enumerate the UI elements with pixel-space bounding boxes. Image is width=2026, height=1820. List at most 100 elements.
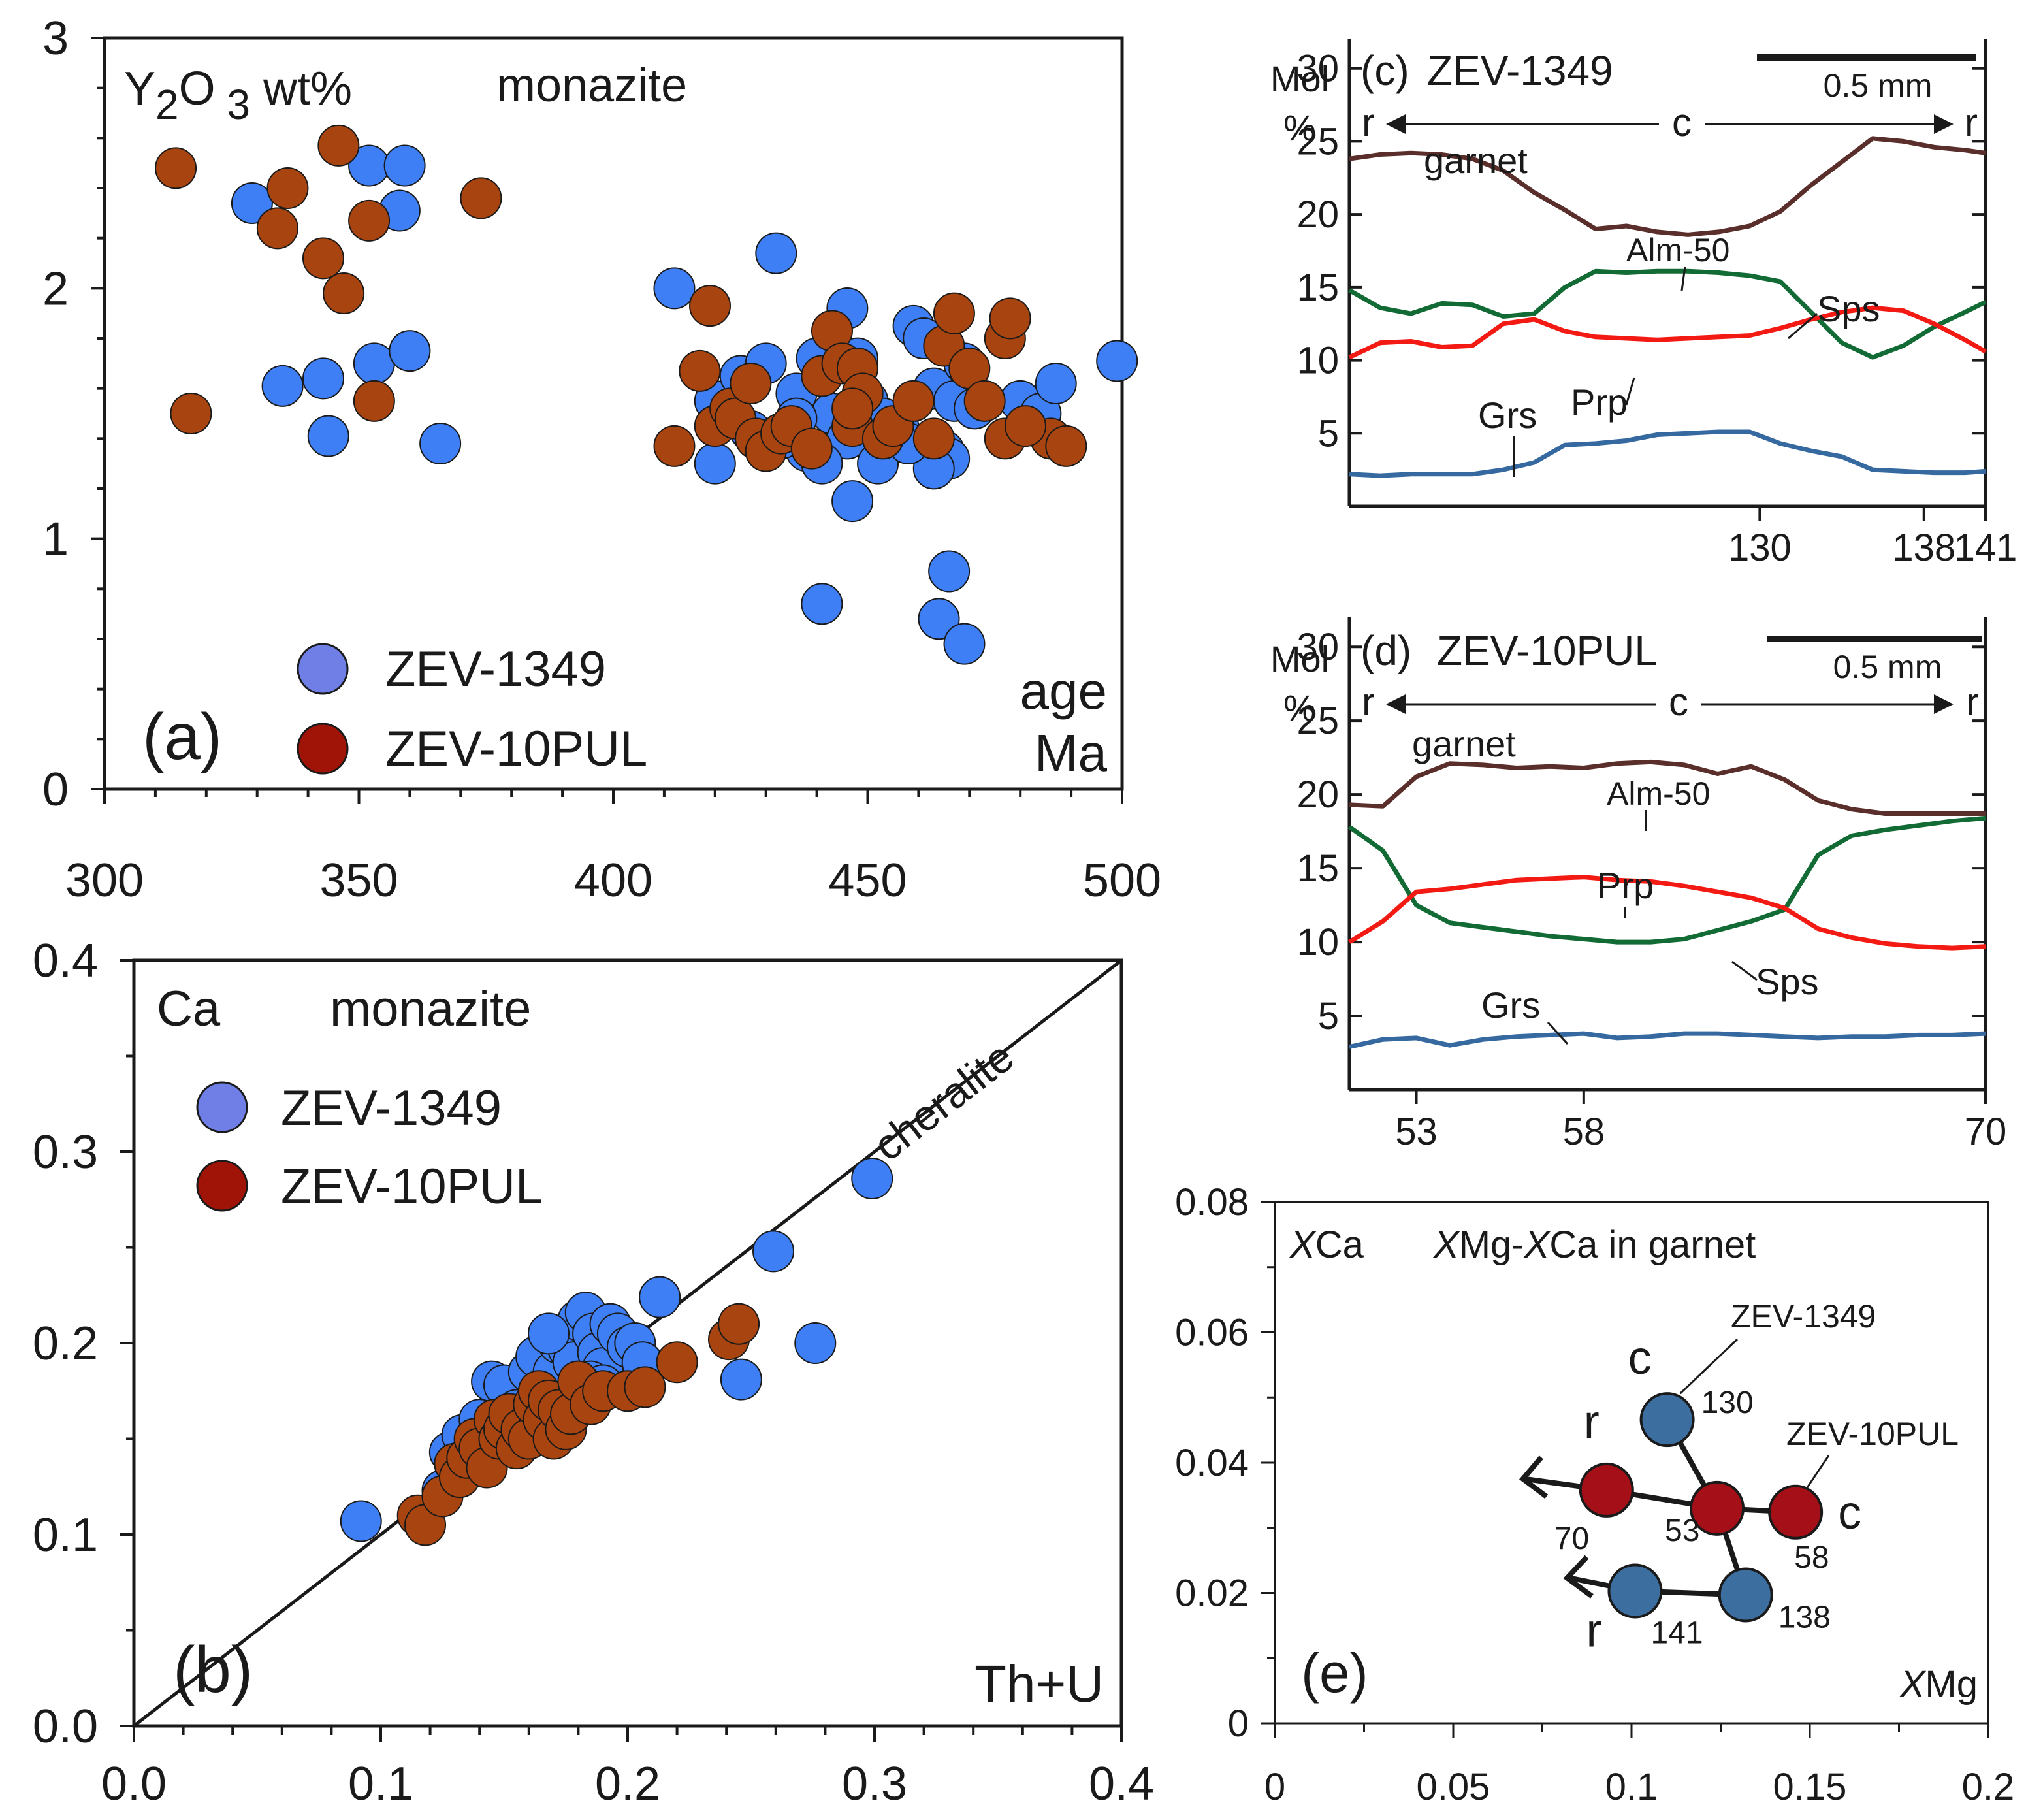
panel-d-line-sps xyxy=(1347,815,1986,945)
panel-b-ytick-label: 0.0 xyxy=(33,1700,98,1753)
panel-b-legend-marker-zev1349 xyxy=(196,1081,248,1133)
panel-e-xtick-label: 0 xyxy=(1264,1766,1285,1808)
panel-a-ytick-label: 3 xyxy=(42,12,69,65)
panel-e-point-zev1349 xyxy=(1607,1563,1663,1619)
panel-d-alm-label: Alm-50 xyxy=(1607,775,1710,812)
panel-e-point-number: 58 xyxy=(1794,1540,1829,1575)
panel-e-ytick-label: 0.08 xyxy=(1175,1181,1249,1224)
panel-e-xlabel: XMg xyxy=(1899,1663,1978,1706)
panel-e-position-label: c xyxy=(1838,1487,1861,1539)
panel-a-point-zev1349 xyxy=(801,583,843,625)
panel-a-point-zev1349 xyxy=(419,423,462,464)
panel-e: 0 0.05 0.1 0.15 0.2 0 0.02 0.04 0.06 0.08 XCa XMg… xyxy=(1175,1181,2014,1808)
panel-d-lines xyxy=(1347,759,1986,1049)
panel-c-sps-label: Sps xyxy=(1817,288,1880,329)
panel-e-xtick-label: 0.15 xyxy=(1773,1766,1847,1808)
panel-b-ytick-label: 0.4 xyxy=(33,935,98,987)
panel-a-point-zev10pul xyxy=(317,124,360,167)
panel-c-grs-label: Grs xyxy=(1478,395,1537,436)
panel-a-point-zev10pul xyxy=(679,349,721,392)
panel-a-point-zev1349 xyxy=(831,480,874,523)
panel-c-line-prp xyxy=(1348,305,1987,360)
panel-a-point-zev10pul xyxy=(266,167,309,209)
panel-a-point-zev1349 xyxy=(694,442,736,485)
panel-a-legend-marker-zev1349 xyxy=(297,643,349,695)
panel-c-ytick-label: 15 xyxy=(1296,267,1339,309)
panel-a-point-zev1349 xyxy=(302,357,344,400)
panel-b-point-zev1349 xyxy=(340,1500,382,1542)
panel-d-ylabel-mol: Mol xyxy=(1270,638,1329,679)
panel-e-ylabel: XCa xyxy=(1289,1224,1364,1266)
panel-b-point-zev10pul xyxy=(656,1341,698,1384)
panel-d-line-prp xyxy=(1348,875,1986,951)
panel-a-point-zev1349 xyxy=(383,144,426,187)
panel-a-point-zev10pul xyxy=(256,207,298,250)
panel-b-xtick-label: 0.4 xyxy=(1089,1758,1154,1810)
panel-c-core: c xyxy=(1672,101,1692,144)
panel-d-ytick-label: 25 xyxy=(1296,700,1339,742)
panel-b-xtick-label: 0.3 xyxy=(842,1758,907,1810)
panel-e-ytick-label: 0 xyxy=(1228,1702,1249,1745)
panel-d-scale-label: 0.5 mm xyxy=(1833,649,1942,685)
panel-b-ticks: 0.0 0.1 0.2 0.3 0.4 0.0 0.1 0.2 0.3 0.4 xyxy=(33,935,1154,1810)
panel-b-point-zev10pul xyxy=(624,1366,666,1408)
panel-d-ticks: 5 10 15 20 25 30 53 58 70 xyxy=(1296,626,2006,1153)
panel-b-point-zev1349 xyxy=(851,1158,893,1200)
panel-b-point-zev1349 xyxy=(720,1358,762,1401)
panel-e-ylabel-x: X xyxy=(1289,1224,1317,1266)
panel-a-ticks: 300 350 400 450 500 0 1 2 3 xyxy=(42,12,1161,907)
panel-b-point-zev1349 xyxy=(794,1322,837,1364)
panel-e-leader-zev10pul xyxy=(1806,1455,1830,1488)
panel-e-ytick-label: 0.06 xyxy=(1175,1312,1249,1354)
panel-e-ticks: 0 0.05 0.1 0.15 0.2 0 0.02 0.04 0.06 0.08 xyxy=(1175,1181,2014,1808)
panel-e-ytick-label: 0.04 xyxy=(1175,1442,1249,1484)
panel-a-legend: ZEV-1349 ZEV-10PUL xyxy=(297,642,647,777)
panel-b-xlabel: Th+U xyxy=(974,1655,1104,1713)
panel-e-series-label-zev10pul: ZEV-10PUL xyxy=(1786,1416,1959,1452)
panel-c-alm-leader xyxy=(1680,266,1686,291)
panel-e-ylabel-ca: Ca xyxy=(1315,1224,1364,1266)
panel-a-point-zev1349 xyxy=(653,267,696,310)
panel-c-line-alm xyxy=(1349,136,1986,237)
panel-c-xtick-label: 138 xyxy=(1892,527,1955,569)
panel-e-position-label: r xyxy=(1584,1396,1600,1448)
panel-a-points xyxy=(155,124,1138,665)
panel-e-point-number: 70 xyxy=(1554,1521,1589,1556)
panel-d-core: c xyxy=(1669,680,1688,724)
panel-a-point-zev10pul xyxy=(348,199,391,242)
panel-e-point-zev1349 xyxy=(1718,1567,1773,1623)
panel-a-legend-zev1349: ZEV-1349 xyxy=(385,642,606,697)
panel-c-sample: ZEV-1349 xyxy=(1427,47,1613,94)
panel-e-position-label: r xyxy=(1586,1605,1601,1657)
panel-e-point-number: 53 xyxy=(1665,1514,1699,1548)
panel-e-arrowhead-zev10pul xyxy=(1519,1455,1549,1499)
panel-b-legend-marker-zev10pul xyxy=(196,1160,248,1212)
panel-e-title: XMg-XCa in garnet xyxy=(1432,1224,1756,1266)
panel-a-point-zev10pul xyxy=(323,272,365,314)
panel-c-ytick-label: 5 xyxy=(1318,412,1339,455)
panel-a-point-zev10pul xyxy=(790,427,833,470)
panel-d-sps-label: Sps xyxy=(1756,961,1819,1002)
panel-e-leader-zev1349 xyxy=(1679,1338,1739,1395)
panel-a-point-zev1349 xyxy=(918,598,960,640)
panel-a-point-zev1349 xyxy=(261,365,304,407)
panel-a-point-zev10pul xyxy=(892,380,935,422)
panel-a-point-zev10pul xyxy=(689,285,732,327)
panel-c-prp-leader xyxy=(1625,377,1635,406)
panel-b-point-zev1349 xyxy=(528,1312,570,1355)
panel-b-xtick-label: 0.0 xyxy=(101,1758,167,1810)
panel-a-ytick-label: 0 xyxy=(42,764,69,816)
panel-e-point-zev1349 xyxy=(1639,1392,1695,1448)
panel-e-arrowhead-zev1349 xyxy=(1563,1555,1594,1599)
panel-a-point-zev10pul xyxy=(302,237,344,280)
panel-e-point-zev10pul xyxy=(1579,1462,1634,1518)
panel-a-xlabel-ma: Ma xyxy=(1035,724,1108,782)
panel-a-xlabel-age: age xyxy=(1020,662,1107,720)
panel-d-ytick-label: 20 xyxy=(1296,773,1339,816)
panel-d-label: (d) xyxy=(1360,627,1411,674)
panel-c-lines xyxy=(1348,136,1987,478)
panel-a-point-zev1349 xyxy=(1096,340,1138,382)
panel-e-plot: 130 c 138 141 r 70 r 53 58 c ZEV-1349 ZEV-10PUL xyxy=(1519,1298,1959,1657)
panel-e-ytick-label: 0.02 xyxy=(1175,1572,1249,1615)
